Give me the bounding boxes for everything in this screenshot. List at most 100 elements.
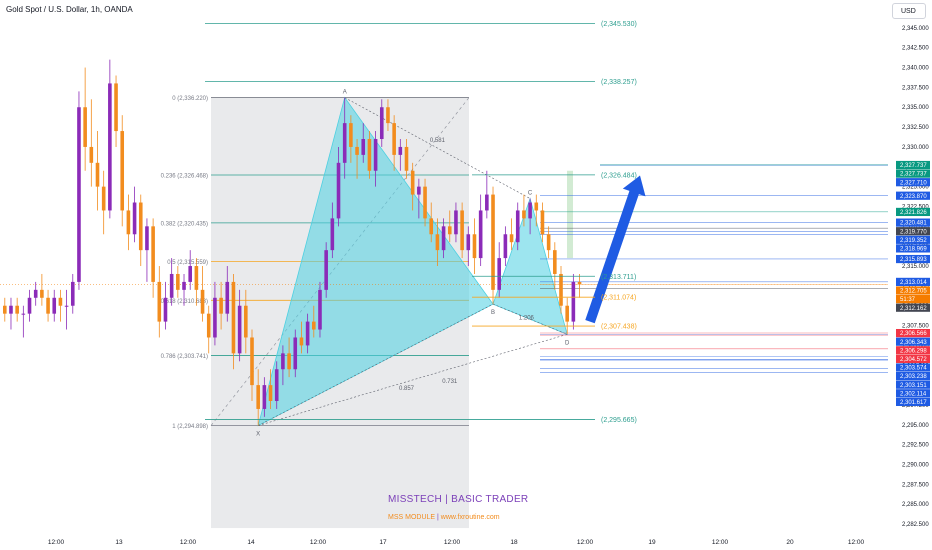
- candle: [219, 281, 223, 330]
- candle: [497, 242, 501, 298]
- candle: [336, 146, 341, 227]
- candle-body: [417, 186, 421, 195]
- price-tag: 2,327.710: [896, 178, 930, 187]
- candle: [392, 115, 396, 171]
- candle-body: [27, 297, 32, 314]
- y-tick-label: 2,345.000: [902, 26, 929, 32]
- candle: [312, 305, 316, 338]
- x-tick-label: 12:00: [310, 539, 327, 546]
- pattern-point-d: D: [565, 340, 570, 346]
- price-tag-bg: [896, 363, 930, 372]
- price-tag-text: 2,306.298: [900, 348, 927, 354]
- price-tag-text: 2,327.737: [900, 172, 927, 178]
- price-tag-text: 2,306.343: [900, 340, 927, 346]
- candle-body: [64, 305, 69, 307]
- current-zone-marker: [567, 170, 573, 259]
- y-tick-label: 2,285.000: [902, 502, 929, 508]
- candle-body: [367, 139, 372, 171]
- candle-body: [89, 146, 94, 163]
- candle: [528, 198, 532, 235]
- y-tick-label: 2,332.500: [902, 125, 929, 131]
- candle-body: [528, 202, 532, 219]
- candle: [386, 99, 390, 132]
- candle-body: [120, 131, 125, 211]
- candle-body: [515, 210, 520, 243]
- candle: [237, 289, 242, 362]
- candle: [546, 226, 551, 259]
- candle: [182, 273, 186, 306]
- price-tag: 2,323.870: [896, 191, 930, 200]
- candle-body: [454, 210, 458, 235]
- candle: [40, 273, 44, 306]
- price-tag-bg: [896, 218, 930, 227]
- candle-body: [3, 305, 7, 314]
- candle: [101, 170, 106, 235]
- candle-body: [509, 234, 514, 243]
- candle: [429, 202, 434, 243]
- candle: [225, 266, 230, 322]
- candle: [435, 218, 440, 267]
- price-tag: 2,306.343: [896, 337, 930, 346]
- candle: [108, 59, 112, 219]
- candle-body: [206, 313, 211, 338]
- candle: [114, 75, 118, 147]
- price-tag-text: 2,318.969: [900, 247, 927, 253]
- fib-label: 0.382 (2,320.435): [161, 221, 208, 227]
- price-tag-text: 2,306.566: [900, 331, 927, 337]
- candle-body: [114, 83, 118, 132]
- price-tag-bg: [896, 337, 930, 346]
- price-tag-text: 51:37: [900, 297, 916, 303]
- candle-body: [342, 123, 347, 163]
- candle-body: [447, 226, 452, 235]
- candle-body: [108, 83, 112, 211]
- time-axis[interactable]: 12:00 13 12:00 14 12:00 17 12:00 18 12:00 19 12:00…: [0, 532, 888, 550]
- candle-body: [268, 385, 273, 401]
- candle-body: [466, 234, 471, 251]
- y-tick-label: 2,337.500: [902, 85, 929, 91]
- pattern-point-b: B: [491, 310, 495, 316]
- price-tag-bg: [896, 346, 930, 355]
- candle: [447, 210, 452, 243]
- price-axis[interactable]: 2,345.000 2,342.500 2,340.000 2,337.500 2,33…: [888, 0, 932, 550]
- x-tick-label: 13: [115, 539, 123, 546]
- price-tag-bg: [896, 397, 930, 406]
- candle-body: [379, 107, 384, 139]
- price-tag-bg: [896, 354, 930, 363]
- candle-body: [176, 273, 180, 290]
- pattern-ratio: 0.581: [430, 138, 446, 144]
- candle: [262, 377, 267, 417]
- pattern-ratio: 0.731: [442, 379, 458, 385]
- candle-body: [95, 162, 100, 187]
- price-tag-bg: [896, 389, 930, 398]
- price-tag: 2,302.114: [896, 389, 930, 398]
- candle: [349, 115, 353, 163]
- candle-body: [200, 289, 205, 314]
- candle: [534, 194, 539, 227]
- x-tick-label: 12:00: [48, 539, 65, 546]
- candle: [330, 202, 335, 259]
- candle-body: [194, 266, 199, 290]
- candle-body: [478, 210, 483, 259]
- y-tick-label: 2,315.000: [902, 264, 929, 270]
- price-tag: 2,321.826: [896, 207, 930, 217]
- candle-body: [77, 107, 81, 282]
- candle-body: [169, 273, 174, 298]
- candle: [132, 186, 137, 243]
- watermark-brand: MISSTECH | BASIC TRADER: [388, 494, 529, 505]
- x-tick-label: 20: [786, 539, 794, 546]
- candle-body: [305, 321, 310, 346]
- candle: [509, 218, 514, 251]
- candle-body: [151, 226, 155, 282]
- candle-body: [373, 139, 378, 171]
- currency-button[interactable]: USD: [892, 3, 926, 19]
- candle-body: [213, 297, 217, 338]
- candle-body: [404, 146, 409, 171]
- candle-body: [126, 210, 131, 235]
- candle-body: [386, 107, 390, 124]
- candle-body: [460, 210, 464, 251]
- candle: [491, 186, 495, 305]
- price-tag: 2,303.238: [896, 371, 930, 381]
- target-label: (2,326.484): [601, 172, 637, 179]
- target-levels[interactable]: (2,345.530) (2,338.257) (2,326.484) (2,313.…: [205, 21, 637, 424]
